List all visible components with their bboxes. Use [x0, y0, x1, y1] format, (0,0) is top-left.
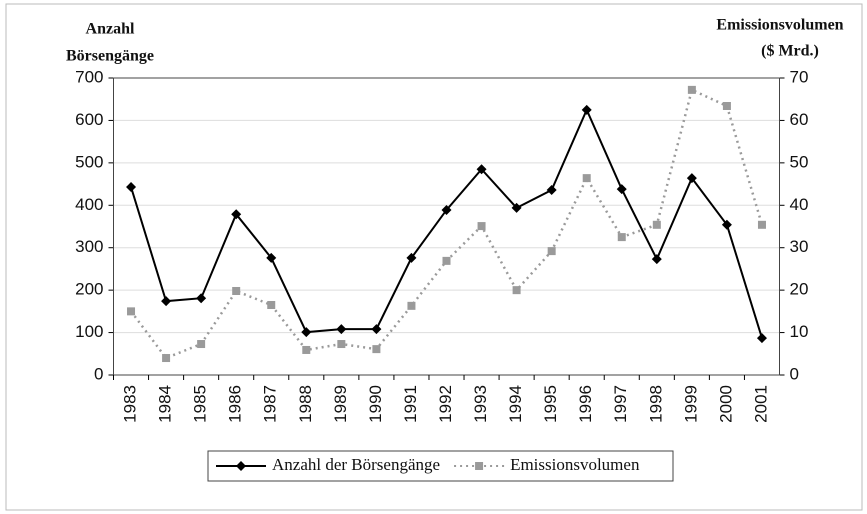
marker: [582, 174, 591, 183]
marker: [757, 220, 766, 229]
marker: [512, 286, 521, 295]
y2-tick-label: 60: [790, 110, 809, 129]
x-tick-label: 2001: [751, 385, 770, 423]
marker: [301, 327, 312, 338]
marker: [267, 300, 276, 309]
marker: [722, 102, 731, 111]
marker: [581, 104, 592, 115]
y2-axis-title: Emissionsvolumen: [716, 17, 843, 34]
marker: [161, 296, 172, 307]
marker: [406, 252, 417, 263]
marker: [266, 252, 277, 263]
x-tick-label: 1990: [366, 385, 385, 423]
marker: [511, 202, 522, 213]
x-tick-label: 1988: [296, 385, 315, 423]
y-tick-label: 700: [75, 67, 103, 86]
x-tick-label: 1994: [506, 385, 525, 423]
marker: [651, 254, 662, 265]
marker: [196, 293, 207, 304]
marker: [127, 307, 136, 316]
y-axis-title: Anzahl: [86, 21, 135, 38]
marker: [756, 333, 767, 344]
marker: [231, 209, 242, 220]
marker: [162, 354, 171, 363]
x-tick-label: 1992: [436, 385, 455, 423]
marker: [232, 286, 241, 295]
y2-tick-label: 0: [790, 364, 799, 383]
marker: [687, 85, 696, 94]
marker: [442, 256, 451, 265]
y-tick-label: 600: [75, 110, 103, 129]
plot-area: [113, 77, 780, 376]
y2-tick-label: 40: [790, 195, 809, 214]
series-line: [130, 107, 763, 339]
x-tick-label: 1983: [121, 385, 140, 423]
series-line: [130, 88, 764, 360]
x-tick-label: 1995: [541, 385, 560, 423]
marker: [197, 340, 206, 349]
marker: [372, 345, 381, 354]
marker: [686, 173, 697, 184]
x-tick-label: 1997: [611, 385, 630, 423]
y-tick-label: 400: [75, 195, 103, 214]
y2-tick-label: 70: [790, 67, 809, 86]
marker: [407, 301, 416, 310]
y2-tick-label: 50: [790, 152, 809, 171]
marker: [477, 222, 486, 231]
y-tick-label: 500: [75, 152, 103, 171]
x-tick-label: 1985: [191, 385, 210, 423]
y-tick-label: 100: [75, 322, 103, 341]
x-tick-label: 2000: [716, 385, 735, 423]
marker: [337, 340, 346, 349]
marker: [616, 184, 627, 195]
marker: [617, 233, 626, 242]
legend-marker: [236, 461, 246, 471]
y-tick-label: 200: [75, 280, 103, 299]
marker: [441, 204, 452, 215]
x-tick-label: 1986: [226, 385, 245, 423]
y2-axis-title: ($ Mrd.): [761, 43, 819, 60]
marker: [126, 182, 137, 193]
marker: [546, 185, 557, 196]
x-tick-label: 1984: [156, 385, 175, 423]
y-tick-label: 300: [75, 237, 103, 256]
legend-label: Anzahl der Börsengänge: [272, 455, 440, 474]
x-tick-label: 1989: [331, 385, 350, 423]
marker: [476, 164, 487, 175]
x-tick-label: 1991: [401, 385, 420, 423]
chart-frame: [5, 3, 863, 511]
y2-tick-label: 10: [790, 322, 809, 341]
marker: [336, 324, 347, 335]
x-tick-label: 1998: [646, 385, 665, 423]
marker: [652, 220, 661, 229]
marker: [302, 345, 311, 354]
legend-marker: [475, 462, 484, 470]
marker: [547, 247, 556, 256]
y2-tick-label: 30: [790, 237, 809, 256]
legend-label: Emissionsvolumen: [510, 455, 640, 474]
x-tick-label: 1993: [471, 385, 490, 423]
y2-tick-label: 20: [790, 280, 809, 299]
y-tick-label: 0: [94, 364, 103, 383]
x-tick-label: 1996: [576, 385, 595, 423]
marker: [371, 324, 382, 335]
legend-box: [207, 450, 674, 482]
x-tick-label: 1999: [681, 385, 700, 423]
x-tick-label: 1987: [261, 385, 280, 423]
marker: [721, 219, 732, 230]
y-axis-title: Börsengänge: [66, 48, 154, 65]
